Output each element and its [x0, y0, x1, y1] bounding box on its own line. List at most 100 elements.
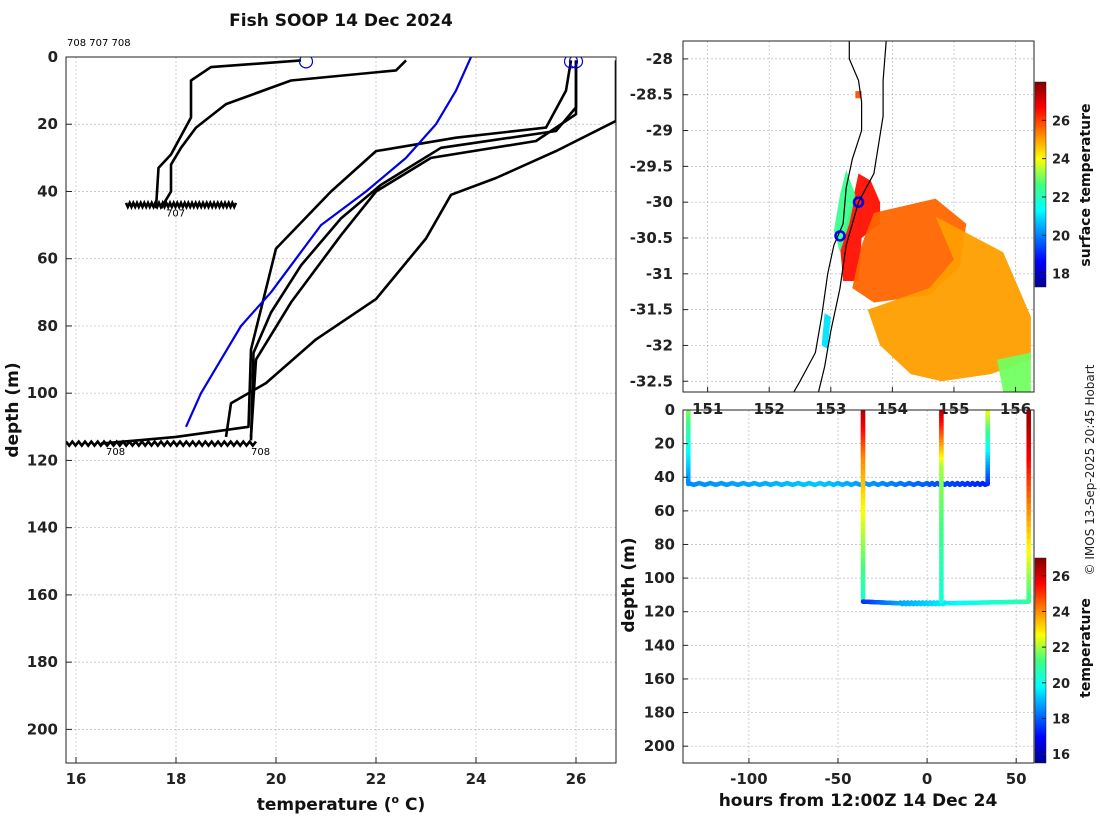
profiles-loiter-band: [124, 199, 238, 211]
profile-id-label: 708: [106, 447, 125, 458]
sst-colorbar-ticks: 18 20 22 24 26: [1042, 114, 1070, 283]
vessel-track: [817, 41, 887, 392]
profiles-x-tick-label: 22: [366, 770, 387, 788]
sst-colorbar-label: surface temperature: [1078, 103, 1094, 266]
map-lat-tick-label: -28.5: [630, 86, 673, 104]
depth-time-x-tick-label: 0: [922, 770, 932, 788]
depth-time-y-tick-label: 180: [644, 704, 675, 722]
depth-time-x-tick-label: 50: [1006, 770, 1027, 788]
sst-colorbar-tick-label: 24: [1052, 153, 1070, 168]
depth-time-y-tick-label: 40: [654, 468, 675, 486]
profiles-gridlines: [66, 56, 616, 763]
map-lon-tick-label: 156: [1000, 400, 1031, 418]
map-lines: [793, 41, 887, 392]
profile-id-label: 707: [166, 208, 185, 219]
profiles-x-tick-label: 26: [566, 770, 587, 788]
map-lon-tick-label: 153: [815, 400, 846, 418]
profiles-y-tick-label: 80: [37, 317, 58, 335]
sst-colorbar-tick-label: 20: [1052, 229, 1070, 244]
profiles-x-tick-label: 20: [266, 770, 287, 788]
depth-time-y-tick-label: 20: [654, 435, 675, 453]
temperature-colorbar-label: temperature: [1078, 598, 1094, 698]
profiles-annotations: 707 708 708: [106, 208, 270, 458]
sst-region: [821, 313, 831, 349]
temperature-colorbar-tick-label: 16: [1052, 748, 1070, 763]
profiles-panel: Fish SOOP 14 Dec 2024 708 707 708 707 708…: [3, 11, 617, 815]
map-lat-tick-label: -30: [646, 193, 673, 211]
sst-regions: [821, 91, 1031, 392]
sst-colorbar: [1034, 81, 1047, 288]
depth-time-y-tick-label: 200: [644, 737, 675, 755]
temperature-colorbar-tick-label: 20: [1052, 677, 1070, 692]
map-lat-tick-label: -31.5: [630, 301, 673, 319]
profile-ids-header: 708 707 708: [67, 38, 131, 49]
sst-region: [840, 173, 881, 281]
chart-title: Fish SOOP 14 Dec 2024: [229, 11, 453, 31]
temperature-colorbar-tick-label: 24: [1052, 605, 1070, 620]
depth-time-y-tick-label: 80: [654, 535, 675, 553]
profile-line: [249, 60, 578, 437]
profile-line: [100, 60, 573, 445]
profiles-y-tick-label: 160: [27, 586, 58, 604]
map-lon-tick-label: 152: [754, 400, 785, 418]
depth-time-y-tick-label: 100: [644, 569, 675, 587]
profiles-y-tick-label: 180: [27, 653, 58, 671]
temperature-colorbar-ticks: 16 18 20 22 24 26: [1042, 570, 1070, 763]
depth-time-x-tick-label: -100: [730, 770, 768, 788]
profiles-y-tick-label: 200: [27, 720, 58, 738]
map-lon-tick-label: 155: [938, 400, 969, 418]
profiles-y-tick-label: 100: [27, 384, 58, 402]
profiles-ylabel: depth (m): [3, 362, 23, 457]
temperature-colorbar-tick-label: 26: [1052, 570, 1070, 585]
map-ticks: -28 -28.5 -29 -29.5 -30 -30.5 -31 -31.5 -32 -32.5…: [630, 50, 1031, 418]
depth-time-frame: [682, 409, 1035, 764]
map-lon-tick-label: 154: [877, 400, 908, 418]
profile-line: [159, 59, 407, 209]
profiles-xlabel-unit: C): [399, 795, 425, 815]
depth-time-y-tick-label: 160: [644, 670, 675, 688]
surface-marker: [568, 57, 584, 69]
profiles-y-tick-label: 140: [27, 519, 58, 537]
profile-line: [154, 59, 302, 209]
profiles-y-tick-label: 20: [37, 115, 58, 133]
sst-colorbar-tick-label: 22: [1052, 191, 1070, 206]
coastline: [793, 41, 863, 392]
depth-time-y-tick-label: 60: [654, 502, 675, 520]
profile-id-label: 708: [251, 447, 270, 458]
map-lat-tick-label: -32.5: [630, 372, 673, 390]
profiles-xlabel: temperature (o C): [257, 793, 426, 815]
profiles-y-tick-label: 0: [48, 48, 58, 66]
profiles-xlabel-main: temperature (: [257, 795, 392, 815]
sst-region: [997, 352, 1031, 392]
profile-line: [224, 60, 616, 438]
profiles-xlabel-superscript: o: [392, 793, 400, 806]
surface-marker: [298, 57, 314, 69]
map-frame: [682, 40, 1035, 393]
map-lat-tick-label: -29: [646, 122, 673, 140]
map-lon-tick-label: 151: [692, 400, 723, 418]
temperature-colorbar-tick-label: 18: [1052, 712, 1070, 727]
map-marker: [834, 230, 846, 242]
map-lat-tick-label: -29.5: [630, 157, 673, 175]
depth-time-y-tick-label: 140: [644, 636, 675, 654]
profile-line: [249, 60, 578, 441]
map-lat-tick-label: -31: [646, 265, 673, 283]
profiles-x-tick-label: 24: [466, 770, 487, 788]
profiles-loiter-band: [66, 439, 258, 448]
depth-time-x-tick-label: -50: [824, 770, 851, 788]
temperature-colorbar: [1034, 557, 1047, 764]
depth-time-gridlines: [683, 409, 1034, 763]
sst-region: [852, 198, 967, 303]
depth-time-y-tick-label: 0: [665, 401, 675, 419]
sst-colorbar-tick-label: 18: [1052, 268, 1070, 283]
map-markers: [834, 196, 865, 242]
sst-colorbar-tick-label: 26: [1052, 114, 1070, 129]
profiles-y-tick-label: 40: [37, 182, 58, 200]
sst-map-panel: -28 -28.5 -29 -29.5 -30 -30.5 -31 -31.5 -32 -32.5…: [630, 40, 1094, 418]
map-lat-tick-label: -28: [646, 50, 673, 68]
profiles-ticks: 16 18 20 22 24 26 0 20 40 60 80 100 120 140 160 180 200: [27, 48, 587, 788]
profiles-y-tick-label: 120: [27, 451, 58, 469]
sst-region: [867, 216, 1031, 382]
map-marker: [852, 196, 865, 208]
climatology-line: [184, 57, 473, 428]
